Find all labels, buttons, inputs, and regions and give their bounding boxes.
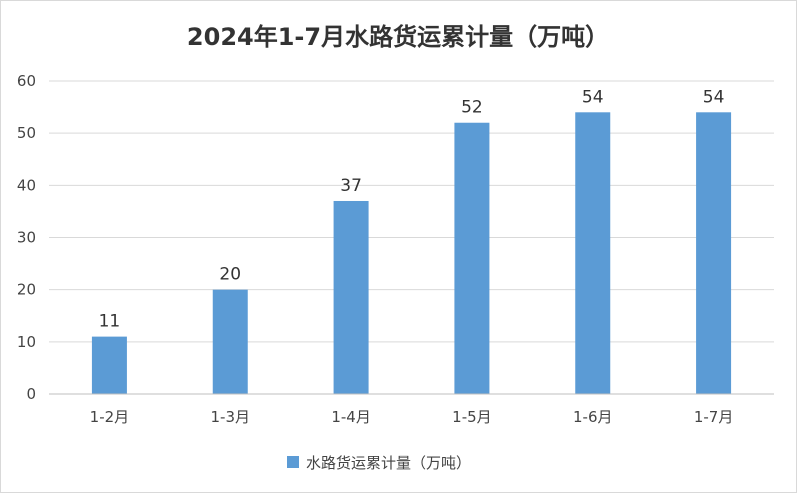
bars [91, 112, 732, 395]
y-tick-label: 10 [17, 333, 36, 351]
x-tick-label: 1-3月 [211, 408, 251, 426]
x-tick-label: 1-2月 [90, 408, 130, 426]
legend-swatch [287, 456, 299, 468]
x-tick-label: 1-6月 [573, 408, 613, 426]
data-label: 37 [340, 176, 362, 196]
y-tick-label: 20 [17, 281, 36, 299]
chart-title: 2024年1-7月水路货运累计量（万吨） [187, 23, 609, 51]
data-labels: 11 20 37 52 54 54 [99, 87, 725, 331]
y-tick-label: 40 [17, 176, 36, 194]
legend: 水路货运累计量（万吨） [287, 454, 471, 472]
data-label: 54 [582, 87, 604, 107]
y-tick-label: 50 [17, 124, 36, 142]
x-tick-label: 1-4月 [331, 408, 371, 426]
y-axis-ticks: 0 10 20 30 40 50 60 [17, 72, 36, 403]
bar [212, 289, 248, 394]
x-axis-ticks: 1-2月 1-3月 1-4月 1-5月 1-6月 1-7月 [90, 408, 734, 426]
data-label: 52 [461, 98, 483, 118]
bar [454, 122, 490, 394]
bar [575, 112, 611, 395]
data-label: 20 [219, 265, 241, 285]
data-label: 54 [703, 87, 725, 107]
legend-label: 水路货运累计量（万吨） [306, 454, 471, 472]
data-label: 11 [99, 312, 121, 332]
y-tick-label: 0 [26, 385, 36, 403]
bar [696, 112, 732, 395]
x-tick-label: 1-5月 [452, 408, 492, 426]
gridlines [49, 80, 774, 343]
y-tick-label: 60 [17, 72, 36, 90]
y-tick-label: 30 [17, 229, 36, 247]
bar [333, 200, 369, 394]
x-tick-label: 1-7月 [694, 408, 734, 426]
bar [91, 336, 127, 394]
